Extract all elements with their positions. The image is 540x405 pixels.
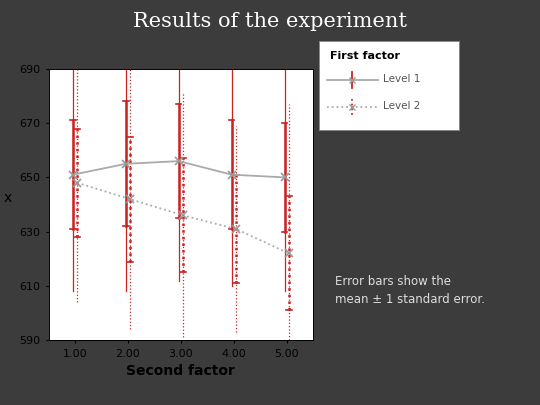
- Text: Error bars show the
mean ± 1 standard error.: Error bars show the mean ± 1 standard er…: [335, 275, 485, 307]
- Text: Level 2: Level 2: [383, 101, 421, 111]
- Y-axis label: x: x: [4, 190, 12, 205]
- Text: Level 1: Level 1: [383, 74, 421, 84]
- X-axis label: Second factor: Second factor: [126, 364, 235, 378]
- Text: First factor: First factor: [330, 51, 400, 61]
- Text: Results of the experiment: Results of the experiment: [133, 12, 407, 31]
